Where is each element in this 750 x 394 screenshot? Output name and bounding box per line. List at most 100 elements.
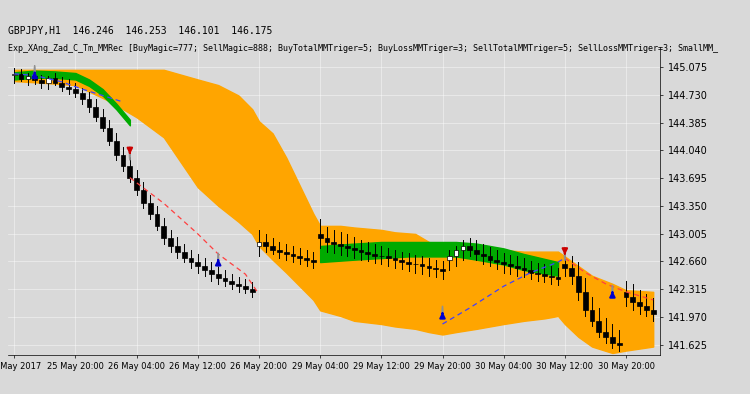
Bar [325,238,329,242]
Bar [474,250,478,254]
Bar [406,262,411,264]
Bar [134,178,139,190]
Bar [583,292,587,310]
Bar [638,302,642,306]
Circle shape [612,285,613,299]
Bar [440,269,445,271]
Bar [318,234,322,238]
Bar [196,262,200,266]
Bar [596,321,602,332]
Bar [454,250,458,256]
Bar [223,278,227,281]
Text: GBPJPY,H1  146.246  146.253  146.101  146.175: GBPJPY,H1 146.246 146.253 146.101 146.17… [8,26,272,36]
Bar [263,242,268,246]
Bar [256,242,261,246]
Bar [243,286,248,289]
Bar [372,254,377,256]
Bar [542,274,547,276]
Bar [87,99,92,107]
Bar [59,84,64,87]
Bar [399,260,404,262]
Bar [39,80,44,83]
Bar [603,332,608,337]
Bar [365,252,370,254]
Bar [80,93,85,99]
Bar [304,258,309,260]
Bar [202,266,207,270]
Bar [168,238,173,246]
Bar [277,250,282,252]
Bar [569,268,574,276]
Bar [311,260,316,262]
Bar [610,337,615,342]
Bar [447,256,452,260]
Bar [467,246,472,250]
Bar [420,264,424,266]
Bar [549,276,554,277]
Bar [66,87,71,89]
Bar [100,117,105,128]
Bar [73,89,78,93]
Bar [358,250,363,252]
Circle shape [129,147,130,160]
Bar [460,246,465,250]
Bar [332,242,336,243]
Bar [236,284,241,286]
Bar [250,289,254,292]
Bar [32,76,37,80]
Bar [230,281,234,284]
Bar [556,277,560,279]
Bar [529,270,533,273]
Bar [488,256,493,260]
Bar [107,128,112,141]
Bar [590,310,595,321]
Bar [515,266,520,268]
Bar [386,256,391,258]
Bar [298,256,302,258]
Bar [270,246,275,250]
Bar [345,246,350,248]
Bar [494,260,500,262]
Bar [427,266,431,268]
Bar [154,214,160,226]
Bar [175,246,180,252]
Bar [338,243,343,246]
Text: Exp_XAng_Zad_C_Tm_MMRec [BuyMagic=777; SellMagic=888; BuyTotalMMTriger=5; BuyLos: Exp_XAng_Zad_C_Tm_MMRec [BuyMagic=777; S… [8,44,718,53]
Bar [94,107,98,117]
Circle shape [217,253,219,266]
Bar [644,306,649,310]
Bar [392,258,398,260]
Circle shape [442,306,443,320]
Bar [114,141,118,155]
Bar [46,78,51,83]
Bar [522,268,526,270]
Bar [182,252,187,258]
Bar [209,270,214,274]
Bar [631,297,635,302]
Bar [284,252,289,254]
Bar [128,166,132,178]
Bar [481,254,486,256]
Bar [121,155,125,166]
Bar [501,262,506,264]
Bar [189,258,194,262]
Bar [562,264,567,268]
Bar [290,254,296,256]
Bar [141,190,146,203]
Bar [12,74,16,75]
Bar [216,274,220,278]
Circle shape [564,247,566,261]
Bar [19,74,23,80]
Bar [508,264,513,266]
Bar [161,226,166,238]
Bar [433,268,438,269]
Bar [616,342,622,345]
Circle shape [34,65,35,79]
Bar [624,292,628,297]
Bar [26,76,30,80]
Bar [53,78,58,84]
Bar [651,310,656,314]
Bar [536,273,540,274]
Bar [148,203,152,214]
Bar [576,276,580,292]
